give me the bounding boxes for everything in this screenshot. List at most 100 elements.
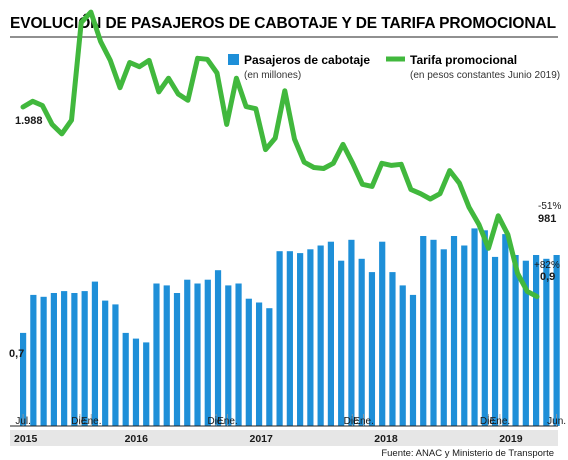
- tarifa-point-32: [332, 162, 334, 164]
- month-tick-label-5: Dic.: [344, 416, 361, 427]
- tarifa-point-11: [129, 62, 131, 63]
- bar-52: [553, 255, 560, 426]
- tarifa-point-36: [371, 185, 373, 187]
- month-tick-label-8: Ene.: [490, 416, 511, 427]
- tarifa-point-49: [497, 215, 499, 217]
- bar-4: [61, 291, 68, 426]
- bar-32: [348, 239, 355, 426]
- bar-27: [297, 253, 304, 426]
- bar-17: [194, 283, 201, 426]
- tarifa-point-37: [381, 162, 383, 164]
- year-label-2017: 2017: [250, 433, 274, 445]
- bar-43: [461, 245, 468, 426]
- month-tick-label-9: Jun.: [547, 416, 566, 427]
- month-tick-label-7: Dic.: [480, 416, 497, 427]
- tarifa-point-1: [32, 100, 34, 102]
- bar-9: [112, 304, 119, 426]
- bar-0: [20, 332, 27, 426]
- tarifa-point-6: [80, 22, 82, 24]
- bar-41: [440, 249, 447, 426]
- tarifa-point-53: [536, 296, 538, 298]
- bar-18: [204, 279, 211, 426]
- month-tick-label-1: Dic.: [71, 416, 88, 427]
- month-tick-label-6: Ene.: [353, 416, 374, 427]
- bar-7: [91, 281, 99, 426]
- tarifa-point-26: [274, 137, 276, 139]
- bar-20: [225, 285, 232, 426]
- bar-2: [40, 296, 47, 426]
- bar-series: [20, 228, 560, 426]
- tarifa-point-29: [303, 161, 305, 163]
- tarifa-point-14: [158, 91, 160, 93]
- bar-51: [543, 258, 550, 426]
- pasajeros-change-label: +82%: [534, 260, 560, 271]
- bar-16: [184, 279, 191, 426]
- bar-13: [153, 283, 160, 426]
- source-note: Fuente: ANAC y Ministerio de Transporte: [381, 448, 554, 459]
- bar-40: [430, 239, 437, 426]
- tarifa-point-51: [517, 273, 519, 274]
- tarifa-point-28: [294, 138, 295, 140]
- bar-39: [420, 236, 427, 426]
- tarifa-point-7: [90, 11, 92, 13]
- bar-38: [409, 294, 417, 426]
- bar-19: [214, 270, 222, 426]
- bar-48: [512, 255, 519, 426]
- tarifa-point-24: [255, 108, 257, 110]
- tarifa-point-8: [100, 41, 102, 42]
- tarifa-point-4: [61, 133, 63, 135]
- year-label-2018: 2018: [374, 433, 398, 445]
- legend-bar-sublabel: (en millones): [244, 70, 301, 81]
- bar-3: [50, 293, 57, 426]
- month-tick-label-0: Jul.: [15, 416, 31, 427]
- bar-50: [533, 255, 540, 426]
- tarifa-point-33: [342, 143, 344, 145]
- bar-36: [389, 272, 396, 426]
- year-label-2016: 2016: [125, 433, 149, 445]
- bar-11: [132, 338, 140, 426]
- bar-29: [317, 245, 324, 426]
- tarifa-point-52: [526, 290, 528, 292]
- bar-24: [266, 308, 273, 426]
- tarifa-point-50: [507, 234, 509, 236]
- bar-14: [163, 285, 170, 426]
- tarifa-point-35: [361, 183, 363, 185]
- year-label-2015: 2015: [14, 433, 38, 445]
- bar-6: [81, 291, 88, 426]
- legend-line-sublabel: (en pesos constantes Junio 2019): [410, 70, 560, 81]
- bar-28: [307, 249, 314, 426]
- tarifa-point-18: [197, 57, 199, 59]
- tarifa-point-46: [468, 206, 470, 208]
- tarifa-point-42: [429, 198, 431, 200]
- bar-1: [30, 294, 37, 426]
- bar-8: [102, 300, 109, 426]
- tarifa-point-21: [226, 123, 228, 125]
- bar-26: [286, 251, 293, 426]
- tarifa-point-30: [313, 167, 315, 168]
- bar-23: [255, 302, 263, 426]
- tarifa-point-9: [109, 59, 111, 61]
- tarifa-point-16: [177, 93, 179, 95]
- bar-15: [173, 293, 181, 426]
- tarifa-point-20: [216, 72, 218, 74]
- tarifa-point-40: [410, 189, 412, 190]
- tarifa-point-2: [41, 105, 43, 106]
- bar-37: [399, 285, 406, 426]
- bar-5: [71, 293, 78, 426]
- bar-21: [235, 283, 242, 426]
- tarifa-line: [20, 9, 540, 300]
- bar-33: [358, 258, 365, 426]
- tarifa-point-23: [245, 106, 247, 108]
- bar-44: [471, 228, 478, 426]
- tarifa-point-27: [284, 90, 286, 92]
- tarifa-point-3: [51, 123, 53, 125]
- tarifa-point-38: [391, 164, 392, 166]
- tarifa-point-10: [119, 87, 121, 89]
- tarifa-point-15: [168, 77, 169, 79]
- tarifa-point-5: [71, 119, 72, 121]
- tarifa-last-label: 981: [538, 213, 556, 225]
- pasajeros-first-label: 0,7: [9, 348, 24, 360]
- bar-10: [122, 332, 129, 426]
- month-tick-label-3: Dic.: [207, 416, 224, 427]
- tarifa-point-41: [420, 193, 422, 195]
